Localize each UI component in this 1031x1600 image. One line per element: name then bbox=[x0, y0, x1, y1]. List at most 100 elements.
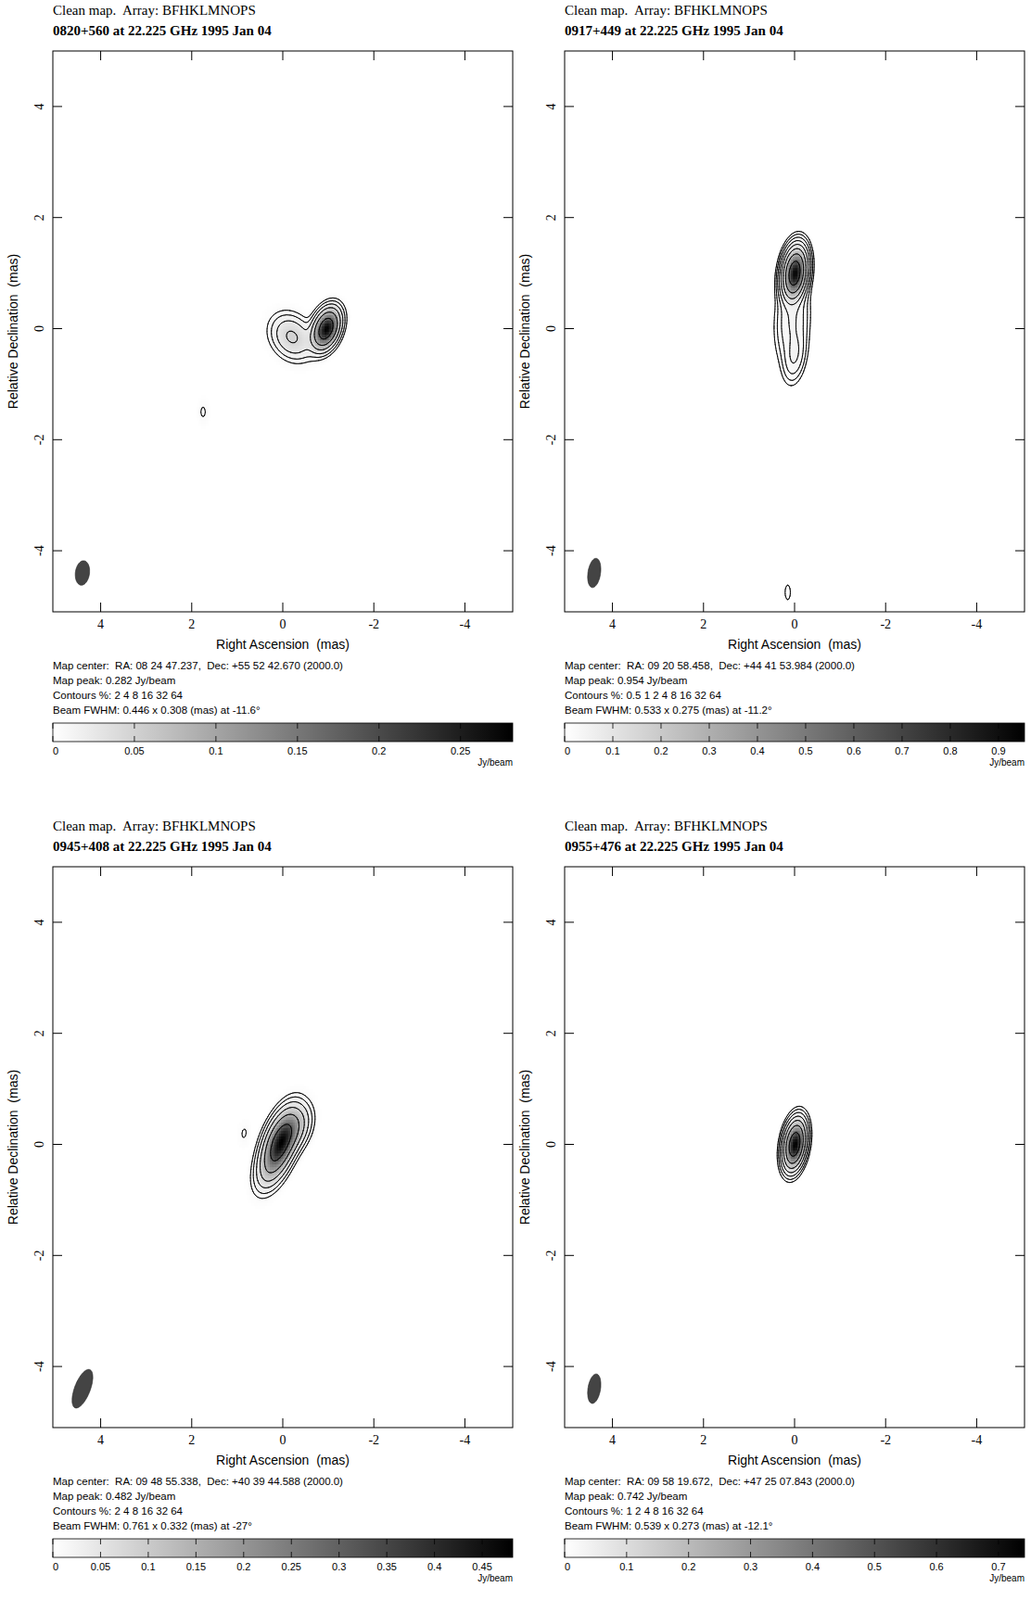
x-tick bbox=[190, 50, 192, 61]
y-tick bbox=[1015, 550, 1025, 552]
beam-label: Beam FWHM: 0.446 x 0.308 (mas) at -11.6° bbox=[52, 704, 261, 716]
colorbar-tick bbox=[756, 723, 758, 729]
x-tick-label: -4 bbox=[459, 617, 471, 632]
x-tick bbox=[794, 602, 796, 612]
y-tick-label: 0 bbox=[544, 325, 559, 332]
y-tick bbox=[564, 216, 574, 218]
colorbar-tick-label: 0.8 bbox=[942, 745, 957, 757]
contour-level bbox=[778, 241, 810, 364]
colorbar-tick-label: 0.3 bbox=[701, 745, 716, 757]
y-tick-label: -2 bbox=[544, 433, 559, 446]
colorbar-tick bbox=[378, 723, 380, 729]
colorbar-tick bbox=[215, 736, 217, 742]
colorbar-tick bbox=[52, 736, 54, 742]
x-tick bbox=[464, 50, 466, 61]
contour-level bbox=[783, 248, 807, 299]
colorbar-tick bbox=[901, 723, 903, 729]
colorbar-tick bbox=[997, 736, 999, 742]
colorbar-tick bbox=[708, 723, 710, 729]
x-tick bbox=[282, 50, 284, 61]
x-tick bbox=[373, 602, 375, 612]
colorbar-tick-label: 0.5 bbox=[798, 745, 813, 757]
y-tick bbox=[1015, 439, 1025, 441]
y-tick bbox=[1015, 105, 1025, 107]
colorbar-tick-label: 0 bbox=[52, 745, 59, 757]
x-tick bbox=[611, 602, 613, 612]
colorbar-tick-label: 0.1 bbox=[208, 745, 223, 757]
image-pixel bbox=[198, 397, 202, 402]
x-tick-label: 0 bbox=[280, 617, 287, 632]
beam bbox=[587, 558, 601, 588]
colorbar-tick-label: 0.1 bbox=[605, 745, 620, 757]
contour-level bbox=[271, 301, 345, 360]
y-tick bbox=[52, 439, 63, 441]
map-peak: Map peak: 0.282 Jy/beam bbox=[52, 674, 176, 687]
colorbar-tick bbox=[660, 736, 662, 742]
colorbar-tick bbox=[611, 736, 613, 742]
subtitle: 0917+449 at 22.225 GHz 1995 Jan 04 bbox=[564, 23, 784, 39]
colorbar-tick bbox=[901, 736, 903, 742]
contours bbox=[201, 297, 348, 417]
colorbar-tick-label: 0.2 bbox=[653, 745, 668, 757]
x-tick-label: -2 bbox=[879, 617, 891, 632]
panel: Clean map. Array: BFHKLMNOPS0917+449 at … bbox=[517, 2, 1025, 768]
colorbar-label: Jy/beam bbox=[989, 757, 1025, 768]
x-tick bbox=[976, 50, 978, 61]
colorbar-tick bbox=[997, 723, 999, 729]
colorbar-tick-label: 0.7 bbox=[894, 745, 909, 757]
y-tick bbox=[564, 105, 574, 107]
contour-level bbox=[776, 234, 814, 382]
x-tick bbox=[885, 50, 887, 61]
colorbar-tick bbox=[459, 723, 461, 729]
colorbar-tick bbox=[611, 723, 613, 729]
x-tick-label: 2 bbox=[700, 617, 707, 632]
x-tick-label: 4 bbox=[97, 617, 104, 632]
y-tick bbox=[564, 439, 574, 441]
colorbar-tick bbox=[949, 723, 951, 729]
grayscale-image bbox=[237, 1083, 323, 1210]
contour-level bbox=[318, 318, 333, 339]
map-center: Map center: RA: 09 20 58.458, Dec: +44 4… bbox=[564, 660, 855, 672]
colorbar-tick bbox=[852, 723, 854, 729]
colorbar-tick bbox=[564, 723, 566, 729]
frame bbox=[564, 50, 1025, 612]
x-tick bbox=[373, 50, 375, 61]
colorbar-tick bbox=[52, 723, 54, 729]
panel: Clean map. Array: BFHKLMNOPS 0945+408 at … bbox=[5, 818, 513, 1584]
panel: Clean map. Array: BFHKLMNOPS0820+560 at … bbox=[5, 2, 513, 768]
x-tick-label: -2 bbox=[368, 617, 380, 632]
subtitle: 0945+408 at 22.225 GHz 1995 Jan 04 bbox=[52, 839, 272, 854]
y-tick bbox=[1015, 328, 1025, 330]
x-tick bbox=[611, 50, 613, 61]
x-tick bbox=[885, 602, 887, 612]
y-tick bbox=[503, 216, 513, 218]
y-axis-label: Relative Declination (mas) bbox=[517, 254, 533, 409]
y-tick bbox=[503, 105, 513, 107]
colorbar-tick bbox=[459, 736, 461, 742]
x-axis-label: Right Ascension (mas) bbox=[727, 636, 862, 652]
contour-level bbox=[277, 304, 344, 355]
y-tick bbox=[503, 328, 513, 330]
y-tick-label: 2 bbox=[544, 214, 559, 221]
title: Clean map. Array: BFHKLMNOPS bbox=[52, 818, 256, 834]
plot-area bbox=[75, 292, 352, 586]
contour-levels: Contours %: 2 4 8 16 32 64 bbox=[52, 689, 184, 701]
image-pixel bbox=[259, 318, 263, 322]
colorbar-tick bbox=[133, 723, 135, 729]
y-tick-label: 0 bbox=[32, 325, 47, 332]
y-tick bbox=[52, 550, 63, 552]
contour-level bbox=[314, 312, 338, 346]
y-tick bbox=[564, 328, 574, 330]
y-axis-label: Relative Declination (mas) bbox=[5, 254, 21, 409]
contour-level bbox=[777, 237, 813, 374]
colorbar bbox=[52, 723, 513, 742]
colorbar-tick-label: 0.05 bbox=[124, 745, 144, 757]
colorbar-tick-label: 0.6 bbox=[846, 745, 861, 757]
contour-level bbox=[286, 307, 341, 351]
x-tick-label: 2 bbox=[188, 617, 195, 632]
grayscale-image bbox=[774, 231, 816, 602]
x-tick bbox=[976, 602, 978, 612]
x-tick bbox=[702, 602, 704, 612]
image-pixel bbox=[196, 403, 200, 408]
colorbar-tick bbox=[133, 736, 135, 742]
